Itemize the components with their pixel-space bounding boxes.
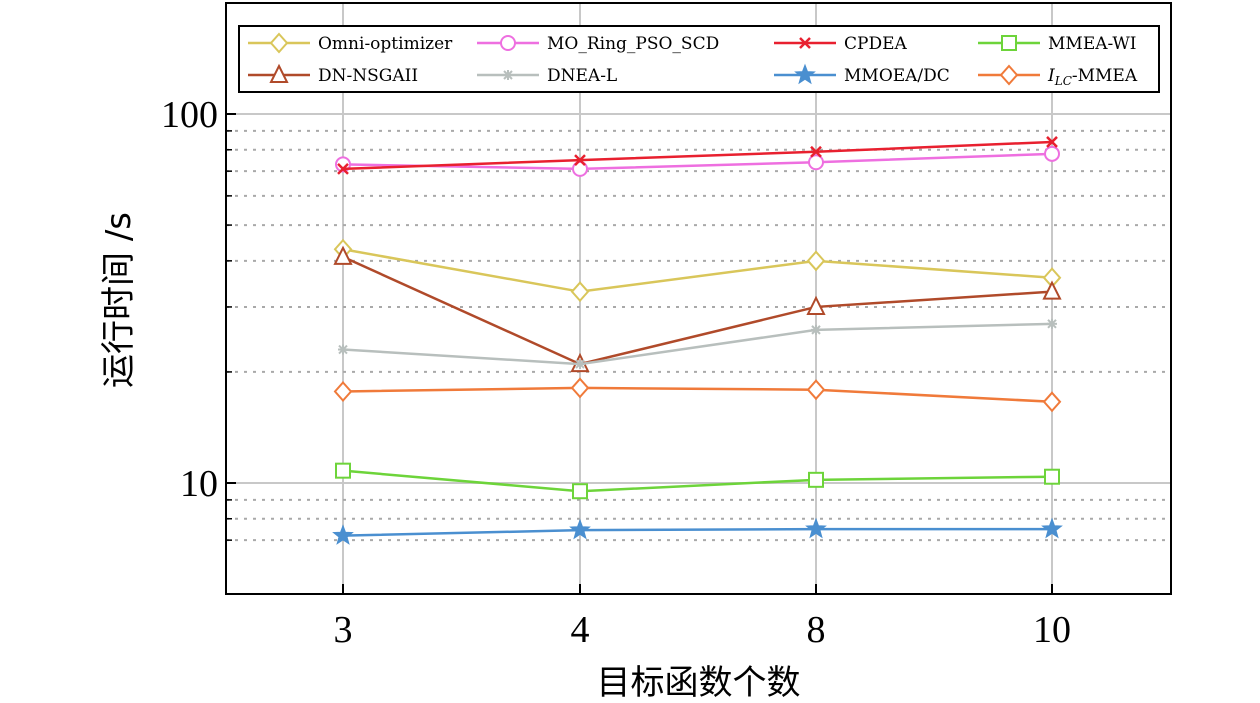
data-point-marker <box>811 324 821 335</box>
data-point-marker <box>503 70 513 80</box>
data-point-marker <box>570 281 590 303</box>
series-mo-ring-pso-scd <box>335 145 1060 177</box>
series-mmea-wi <box>335 462 1060 500</box>
data-point-marker <box>806 295 826 315</box>
y-tick-label: 10 <box>180 463 218 505</box>
data-point-marker <box>1001 35 1017 51</box>
data-point-marker <box>1044 145 1060 162</box>
series-line <box>342 152 1053 171</box>
data-point-marker <box>808 471 824 488</box>
legend-label-subscript: LC <box>1054 74 1072 88</box>
legend-label: ILC-MMEA <box>1047 66 1138 88</box>
data-point-marker <box>575 359 585 370</box>
legend-label: MO_Ring_PSO_SCD <box>547 34 719 54</box>
x-tick-label: 3 <box>334 609 353 651</box>
series-line <box>342 255 1053 366</box>
data-point-marker <box>808 154 824 171</box>
data-point-marker <box>338 344 348 355</box>
data-point-marker <box>1046 136 1058 148</box>
legend-item: MMEA-WI <box>978 34 1137 54</box>
x-axis-label: 目标函数个数 <box>597 663 801 703</box>
data-point-marker <box>333 380 353 403</box>
data-point-marker <box>1047 318 1057 329</box>
data-point-marker <box>332 524 354 545</box>
data-point-marker <box>805 517 827 539</box>
legend-label: DN-NSGAII <box>318 66 418 86</box>
x-tick-label: 8 <box>807 609 826 651</box>
series-omni-optimizer <box>333 238 1062 303</box>
data-point-marker <box>572 160 588 177</box>
series-line <box>342 527 1052 537</box>
legend-item: MO_Ring_PSO_SCD <box>477 34 719 54</box>
series-line <box>342 322 1053 366</box>
x-tick-label: 4 <box>571 609 590 651</box>
data-point-marker <box>999 64 1019 86</box>
series-line <box>342 469 1053 493</box>
data-point-marker <box>806 250 826 272</box>
data-point-marker <box>1042 391 1062 413</box>
legend: Omni-optimizer MO_Ring_PSO_SCD CPDEA MMEA-W… <box>238 25 1160 93</box>
legend-label: CPDEA <box>844 34 907 54</box>
data-point-marker <box>269 63 289 83</box>
data-point-marker <box>1044 468 1060 485</box>
data-point-marker <box>337 163 349 175</box>
plot-frame <box>225 2 1172 595</box>
axis-ticks: 10 100 3 4 8 10 <box>161 94 1071 651</box>
data-point-marker <box>799 37 811 49</box>
series-dnea-l <box>338 318 1057 370</box>
legend-item: Omni-optimizer <box>248 32 453 54</box>
series-layer <box>332 136 1063 545</box>
legend-label: MMEA-WI <box>1048 34 1137 54</box>
data-point-marker <box>1042 280 1062 300</box>
data-point-marker <box>269 32 289 54</box>
legend-item: DNEA-L <box>477 66 617 86</box>
legend-item: ILC-MMEA <box>978 64 1138 88</box>
data-point-marker <box>500 35 516 51</box>
series-ilc-mmea <box>333 377 1062 413</box>
series-line <box>342 386 1053 404</box>
series-line <box>342 248 1053 293</box>
data-point-marker <box>572 483 588 500</box>
data-point-marker <box>810 145 822 158</box>
legend-label: Omni-optimizer <box>318 34 453 54</box>
series-mmoea-dc <box>332 517 1063 545</box>
data-point-marker <box>806 379 826 401</box>
data-point-marker <box>574 154 586 166</box>
legend-label: MMOEA/DC <box>844 66 950 86</box>
legend-label-prefix: I <box>1047 66 1055 86</box>
data-point-marker <box>1041 517 1063 539</box>
series-cpdea <box>337 136 1058 175</box>
legend-label: DNEA-L <box>547 66 617 86</box>
x-tick-label: 10 <box>1033 609 1071 651</box>
legend-item: MMOEA/DC <box>774 63 950 86</box>
legend-label-suffix: -MMEA <box>1072 66 1138 86</box>
y-tick-label: 100 <box>161 94 218 136</box>
y-axis-label: 运行时间 /s <box>99 212 139 388</box>
data-point-marker <box>569 518 591 540</box>
data-point-marker <box>333 245 353 265</box>
data-point-marker <box>794 63 816 85</box>
series-line <box>342 140 1053 171</box>
legend-item: CPDEA <box>774 34 907 54</box>
legend-item: DN-NSGAII <box>248 63 418 86</box>
data-point-marker <box>570 377 590 399</box>
data-point-marker <box>335 462 351 479</box>
